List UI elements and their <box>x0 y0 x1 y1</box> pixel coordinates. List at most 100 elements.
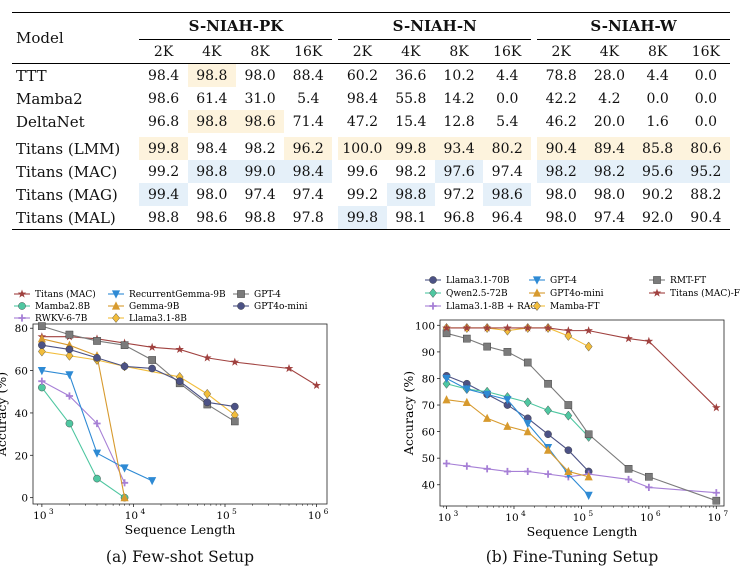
data-point <box>37 366 46 376</box>
value-cell: 98.6 <box>483 183 532 206</box>
value-cell: 98.0 <box>244 67 276 84</box>
length-header-0-0: 2K <box>153 43 174 60</box>
data-point <box>544 379 552 388</box>
legend-marker <box>429 302 437 310</box>
legend-label: Titans (MAC)-FT <box>670 288 740 299</box>
data-point <box>564 446 573 454</box>
value-cell: 0.0 <box>694 90 717 107</box>
data-point <box>65 371 74 380</box>
value-cell: 47.2 <box>346 113 378 130</box>
value-cell: 0.0 <box>496 90 519 107</box>
x-tick-exponent: 4 <box>140 507 145 516</box>
legend-label: RecurrentGemma-9B <box>129 290 226 300</box>
value-cell: 98.6 <box>148 90 180 107</box>
value-cell: 98.8 <box>244 209 276 226</box>
data-point <box>584 430 593 439</box>
legend-marker <box>532 288 542 297</box>
data-point <box>93 474 101 483</box>
value-cell: 92.0 <box>642 209 674 226</box>
value-cell: 99.4 <box>139 183 188 206</box>
x-tick-label: 10 <box>125 510 138 522</box>
length-header-1-2: 8K <box>449 43 469 60</box>
model-name-cell: TTT <box>16 66 47 85</box>
data-point <box>120 362 129 371</box>
length-header-1-0: 2K <box>352 43 373 60</box>
data-point <box>564 466 573 476</box>
results-table: Model S-NIAH-PK S-NIAH-N S-NIAH-W 2K 4K 8K… <box>12 12 730 230</box>
data-point <box>523 358 532 367</box>
value-cell: 98.8 <box>187 63 236 87</box>
value-cell: 97.2 <box>443 186 475 203</box>
legend-label: Gemma-9B <box>129 302 180 312</box>
value-cell: 5.4 <box>297 90 320 107</box>
y-tick-label: 80 <box>15 323 28 335</box>
value-cell: 12.8 <box>443 113 475 130</box>
length-header-2-2: 8K <box>647 43 668 60</box>
model-name-cell: Titans (MAL) <box>16 208 116 227</box>
value-cell: 90.4 <box>537 135 586 160</box>
data-point <box>584 341 593 352</box>
data-point <box>231 417 239 426</box>
value-cell: 90.4 <box>690 209 722 226</box>
x-tick-exponent: 3 <box>49 507 54 516</box>
legend-label: GPT-4 <box>550 276 577 286</box>
value-cell: 97.4 <box>491 163 523 180</box>
y-tick-label: 50 <box>422 453 435 465</box>
value-cell: 99.8 <box>139 135 188 160</box>
data-point <box>120 493 129 502</box>
data-point <box>644 336 654 345</box>
value-cell: 80.6 <box>681 135 730 160</box>
data-point <box>175 344 184 354</box>
table-row: Titans (MAG) 99.4 98.0 97.4 97.4 99.2 98.8 97.2… <box>12 183 730 206</box>
model-name-cell: Titans (MAC) <box>16 162 118 181</box>
data-point <box>483 465 491 473</box>
value-cell: 98.0 <box>545 209 577 226</box>
legend-label: GPT4o-mini <box>550 289 604 299</box>
value-cell: 97.8 <box>292 209 324 226</box>
legend-label: Llama3.1-8B + RAG <box>446 302 538 312</box>
table-row: Titans (MAC) 99.2 98.8 99.0 98.4 99.6 98.2 97.6… <box>12 160 730 183</box>
value-cell: 15.4 <box>395 113 427 130</box>
data-point <box>564 331 573 341</box>
data-point <box>482 323 492 332</box>
x-axis-label: Sequence Length <box>527 524 638 539</box>
y-axis-label: Accuracy (%) <box>0 372 9 457</box>
y-tick-label: 20 <box>15 450 28 462</box>
x-tick-label: 10 <box>573 512 586 524</box>
x-tick-exponent: 6 <box>656 509 661 518</box>
legend-marker <box>112 313 120 323</box>
group-header-w: S-NIAH-W <box>537 12 730 40</box>
data-point <box>65 330 74 339</box>
y-tick-label: 80 <box>422 373 435 385</box>
x-tick-exponent: 7 <box>723 509 728 518</box>
data-point <box>92 449 102 458</box>
data-point <box>523 397 532 408</box>
data-point <box>442 329 451 338</box>
value-cell: 96.8 <box>148 113 180 130</box>
x-tick-exponent: 4 <box>521 509 526 518</box>
table-row: Titans (MAL) 98.8 98.6 98.8 97.8 99.8 98.1 96.8… <box>12 206 730 230</box>
data-point <box>645 472 653 481</box>
plot-frame <box>439 319 725 507</box>
data-point <box>544 430 552 439</box>
y-tick-label: 100 <box>415 320 435 332</box>
value-cell: 61.4 <box>196 90 228 107</box>
data-point <box>483 390 492 399</box>
length-header-0-1: 4K <box>202 43 222 60</box>
data-point <box>462 397 471 406</box>
length-header-1-3: 16K <box>493 43 522 60</box>
value-cell: 99.8 <box>338 206 387 230</box>
data-point <box>645 483 653 491</box>
data-point <box>38 346 46 357</box>
data-point <box>120 464 129 473</box>
value-cell: 98.8 <box>148 209 180 226</box>
legend-label: Qwen2.5-72B <box>446 289 508 299</box>
data-point <box>544 470 552 478</box>
data-point <box>148 364 156 373</box>
value-cell: 99.2 <box>148 163 180 180</box>
value-cell: 98.2 <box>395 163 427 180</box>
data-point <box>93 354 101 362</box>
x-tick-exponent: 6 <box>324 507 329 516</box>
